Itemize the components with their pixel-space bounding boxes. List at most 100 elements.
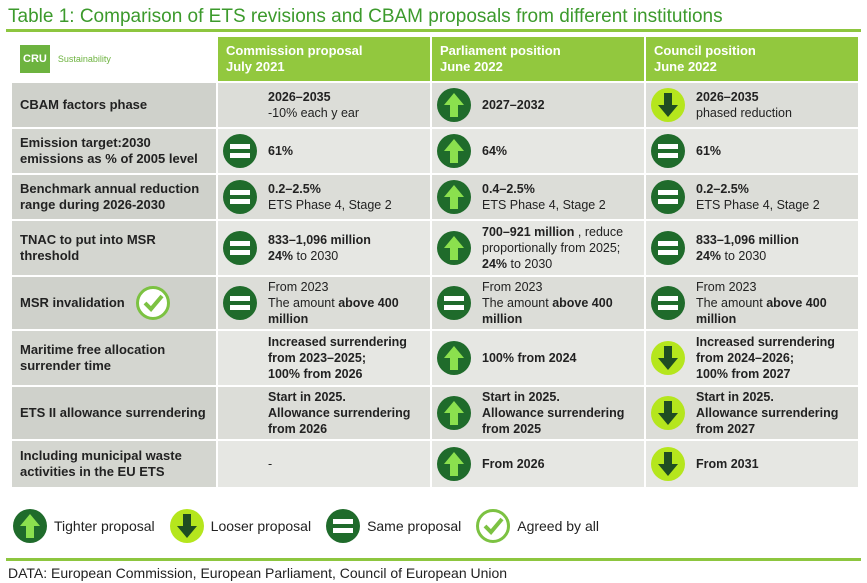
cell-text-run: Allowance surrendering from 2025 [482, 406, 625, 436]
cell-content: 833–1,096 million 24% to 2030 [646, 230, 858, 266]
row-label: ETS II allowance surrendering [12, 387, 216, 439]
icon-same [223, 134, 257, 168]
table-cell: Start in 2025. Allowance surrendering fro… [646, 387, 858, 439]
header-text: June 2022 [654, 59, 717, 74]
cell-text-run: Allowance surrendering from 2026 [268, 406, 411, 436]
source: DATA: European Commission, European Parl… [8, 565, 508, 581]
icon-same [651, 134, 685, 168]
table-cell: Increased surrendering from 2023–2025; 10… [218, 331, 430, 385]
cell-text: 100% from 2024 [482, 350, 577, 366]
cell-text: From 2031 [696, 456, 759, 472]
icon-up [13, 509, 47, 543]
table-cell: Start in 2025. Allowance surrendering fro… [218, 387, 430, 439]
table-cell: 833–1,096 million 24% to 2030 [646, 221, 858, 275]
table-cell: From 2031 [646, 441, 858, 487]
cell-text-run: The amount [482, 296, 549, 310]
cell-content: Start in 2025. Allowance surrendering fro… [218, 389, 430, 437]
cell-text: 2026–2035 -10% each y ear [268, 89, 359, 121]
cell-text: 0.2–2.5% ETS Phase 4, Stage 2 [268, 181, 392, 213]
cell-text-run: , reduce proportionally from 2025; [482, 225, 624, 255]
icon-up [437, 134, 471, 168]
table-cell: 833–1,096 million 24% to 2030 [218, 221, 430, 275]
cell-text: Start in 2025. Allowance surrendering fro… [696, 389, 858, 437]
table-cell: - [218, 441, 430, 487]
row-label: MSR invalidation [12, 277, 216, 329]
cell-content: 100% from 2024 [432, 340, 644, 376]
row-label-text: Benchmark annual reduction range during … [20, 181, 200, 212]
column-header: Parliament position June 2022 [432, 37, 644, 81]
cell-text-run: ETS Phase 4, Stage 2 [268, 198, 392, 212]
cell-text-run: to 2030 [296, 249, 339, 263]
row-label-text: ETS II allowance surrendering [20, 405, 206, 420]
cell-content: 2026–2035 phased reduction [646, 87, 858, 123]
cell-text: 0.2–2.5% ETS Phase 4, Stage 2 [696, 181, 820, 213]
icon-ok [475, 508, 511, 544]
cell-text-run: From 2023 [482, 280, 543, 294]
cell-text-run: From 2023 [268, 280, 329, 294]
cell-text-run: 24% [696, 249, 722, 263]
table-cell: From 2023 The amount above 400 million [646, 277, 858, 329]
logo-mark: CRU [20, 45, 50, 73]
header-row: CRU Sustainability Commission proposal July… [12, 37, 858, 81]
cell-text: 833–1,096 million 24% to 2030 [268, 232, 371, 264]
cell-content: From 2023 The amount above 400 million [646, 279, 858, 327]
legend-label: Agreed by all [517, 518, 599, 534]
comparison-table: CRU Sustainability Commission proposal July… [10, 35, 860, 489]
table-cell: 64% [432, 129, 644, 173]
table-row: CBAM factors phase 2026–2035 -10% each y e… [12, 83, 858, 127]
cell-text-run: 700–921 million [482, 225, 575, 239]
cell-text-run: 100% from 2026 [268, 367, 363, 381]
cell-text: Start in 2025. Allowance surrendering fro… [482, 389, 644, 437]
cell-text: From 2023 The amount above 400 million [268, 279, 430, 327]
cell-text: 833–1,096 million 24% to 2030 [696, 232, 799, 264]
table-cell: 100% from 2024 [432, 331, 644, 385]
cell-text: From 2026 [482, 456, 545, 472]
cell-text-run: The amount [268, 296, 335, 310]
icon-down [169, 509, 204, 543]
cell-text: 700–921 million , reduce proportionally … [482, 224, 644, 272]
cell-text-run: to 2030 [510, 257, 553, 271]
row-label-text: CBAM factors phase [20, 97, 148, 112]
icon-up [437, 231, 471, 265]
cell-content: From 2026 [432, 446, 644, 482]
row-label-text: MSR invalidation [20, 295, 125, 310]
cell-text-run: -10% each y ear [268, 106, 360, 120]
table-cell: Start in 2025. Allowance surrendering fro… [432, 387, 644, 439]
header-text: July 2021 [226, 59, 285, 74]
cell-text-run: above 400 million [696, 296, 827, 326]
cell-text-run: above 400 million [482, 296, 613, 326]
table-row: Maritime free allocation surrender time I… [12, 331, 858, 385]
logo-cell: CRU Sustainability [12, 37, 216, 81]
icon-down [651, 341, 685, 375]
logo-text: Sustainability [57, 54, 111, 64]
column-header: Commission proposal July 2021 [218, 37, 430, 81]
table-cell: 0.2–2.5% ETS Phase 4, Stage 2 [218, 175, 430, 219]
cell-text-run: Allowance surrendering from 2027 [696, 406, 839, 436]
row-label: TNAC to put into MSR threshold [12, 221, 216, 275]
cell-text-run: 61% [696, 144, 722, 158]
cell-text-run: 833–1,096 million [696, 233, 799, 247]
cell-text: 0.4–2.5% ETS Phase 4, Stage 2 [482, 181, 606, 213]
cell-content: 2027–2032 [432, 87, 644, 123]
icon-ok [135, 285, 171, 321]
cell-content: - [218, 456, 430, 472]
cell-text-run: ETS Phase 4, Stage 2 [482, 198, 606, 212]
cell-text-run: 833–1,096 million [268, 233, 371, 247]
cell-text-run: Start in 2025. [696, 390, 774, 404]
cell-text-run: Increased surrendering from 2023–2025; [268, 335, 407, 365]
cell-text-run: 0.4–2.5% [482, 182, 535, 196]
table-cell: 0.4–2.5% ETS Phase 4, Stage 2 [432, 175, 644, 219]
cell-text-run: Start in 2025. [482, 390, 560, 404]
icon-up [437, 341, 471, 375]
cell-content: Increased surrendering from 2024–2026; 10… [646, 334, 858, 382]
icon-up [437, 396, 471, 430]
cell-text-run: Start in 2025. [268, 390, 346, 404]
header-text: Commission proposal [226, 43, 363, 58]
cell-text: 64% [482, 143, 507, 159]
cell-text: 61% [268, 143, 293, 159]
cell-text: From 2023 The amount above 400 million [482, 279, 644, 327]
column-header: Council position June 2022 [646, 37, 858, 81]
icon-same [223, 231, 257, 265]
label-with-icon: MSR invalidation [20, 285, 208, 321]
icon-same [651, 286, 685, 320]
